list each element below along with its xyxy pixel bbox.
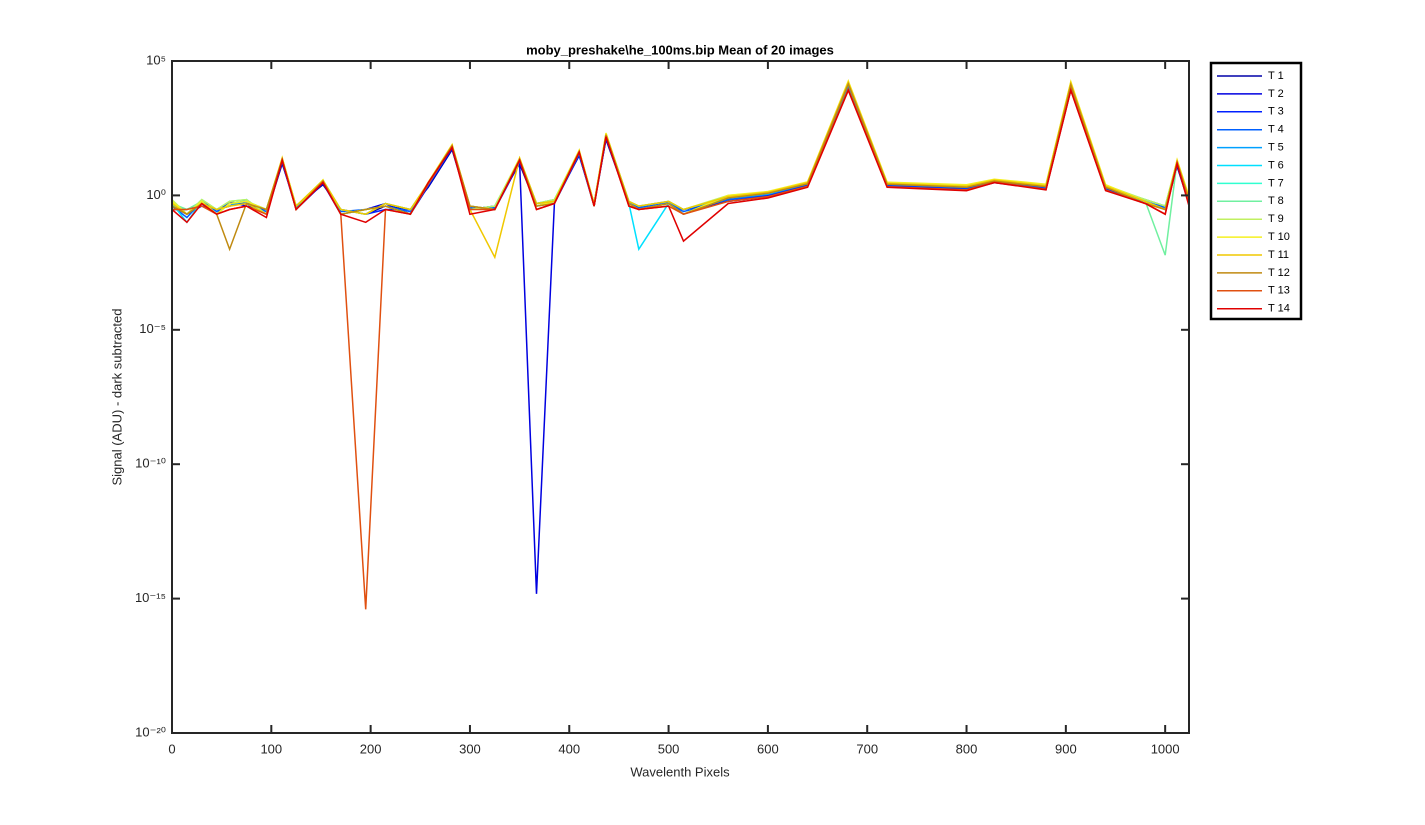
legend-label: T 9 — [1268, 213, 1284, 225]
y-tick-label: 10⁻¹⁰ — [135, 456, 166, 471]
y-tick-label: 10⁵ — [146, 52, 166, 67]
legend-label: T 1 — [1268, 70, 1284, 82]
x-tick-label: 700 — [856, 741, 878, 756]
y-axis-label: Signal (ADU) - dark subtracted — [109, 308, 124, 485]
x-tick-label: 800 — [956, 741, 978, 756]
chart-title: moby_preshake\he_100ms.bip Mean of 20 im… — [526, 42, 834, 57]
series-line — [172, 87, 1189, 243]
legend-label: T 13 — [1268, 285, 1290, 297]
y-tick-label: 10⁻⁵ — [139, 321, 166, 336]
legend-label: T 12 — [1268, 267, 1290, 279]
x-tick-label: 1000 — [1151, 741, 1180, 756]
y-tick-label: 10⁰ — [146, 187, 166, 202]
axes-frame — [171, 60, 1190, 734]
x-tick-label: 400 — [558, 741, 580, 756]
legend-box — [1209, 61, 1303, 321]
legend-label: T 4 — [1268, 124, 1284, 136]
legend-label: T 5 — [1268, 142, 1284, 154]
x-tick-label: 300 — [459, 741, 481, 756]
legend-label: T 10 — [1268, 231, 1290, 243]
legend-label: T 2 — [1268, 88, 1284, 100]
x-tick-label: 200 — [360, 741, 382, 756]
plot-area — [172, 78, 1189, 610]
x-tick-label: 600 — [757, 741, 779, 756]
x-axis-label: Wavelenth Pixels — [630, 764, 730, 779]
y-tick-label: 10⁻¹⁵ — [135, 590, 166, 605]
legend-label: T 3 — [1268, 106, 1284, 118]
x-tick-label: 500 — [658, 741, 680, 756]
y-tick-label: 10⁻²⁰ — [135, 724, 166, 739]
x-tick-label: 0 — [168, 741, 175, 756]
legend-label: T 8 — [1268, 195, 1284, 207]
legend-label: T 7 — [1268, 177, 1284, 189]
legend-label: T 11 — [1268, 249, 1289, 261]
x-tick-label: 900 — [1055, 741, 1077, 756]
x-tick-label: 100 — [260, 741, 282, 756]
legend-label: T 6 — [1268, 159, 1284, 171]
legend-label: T 14 — [1268, 303, 1290, 315]
